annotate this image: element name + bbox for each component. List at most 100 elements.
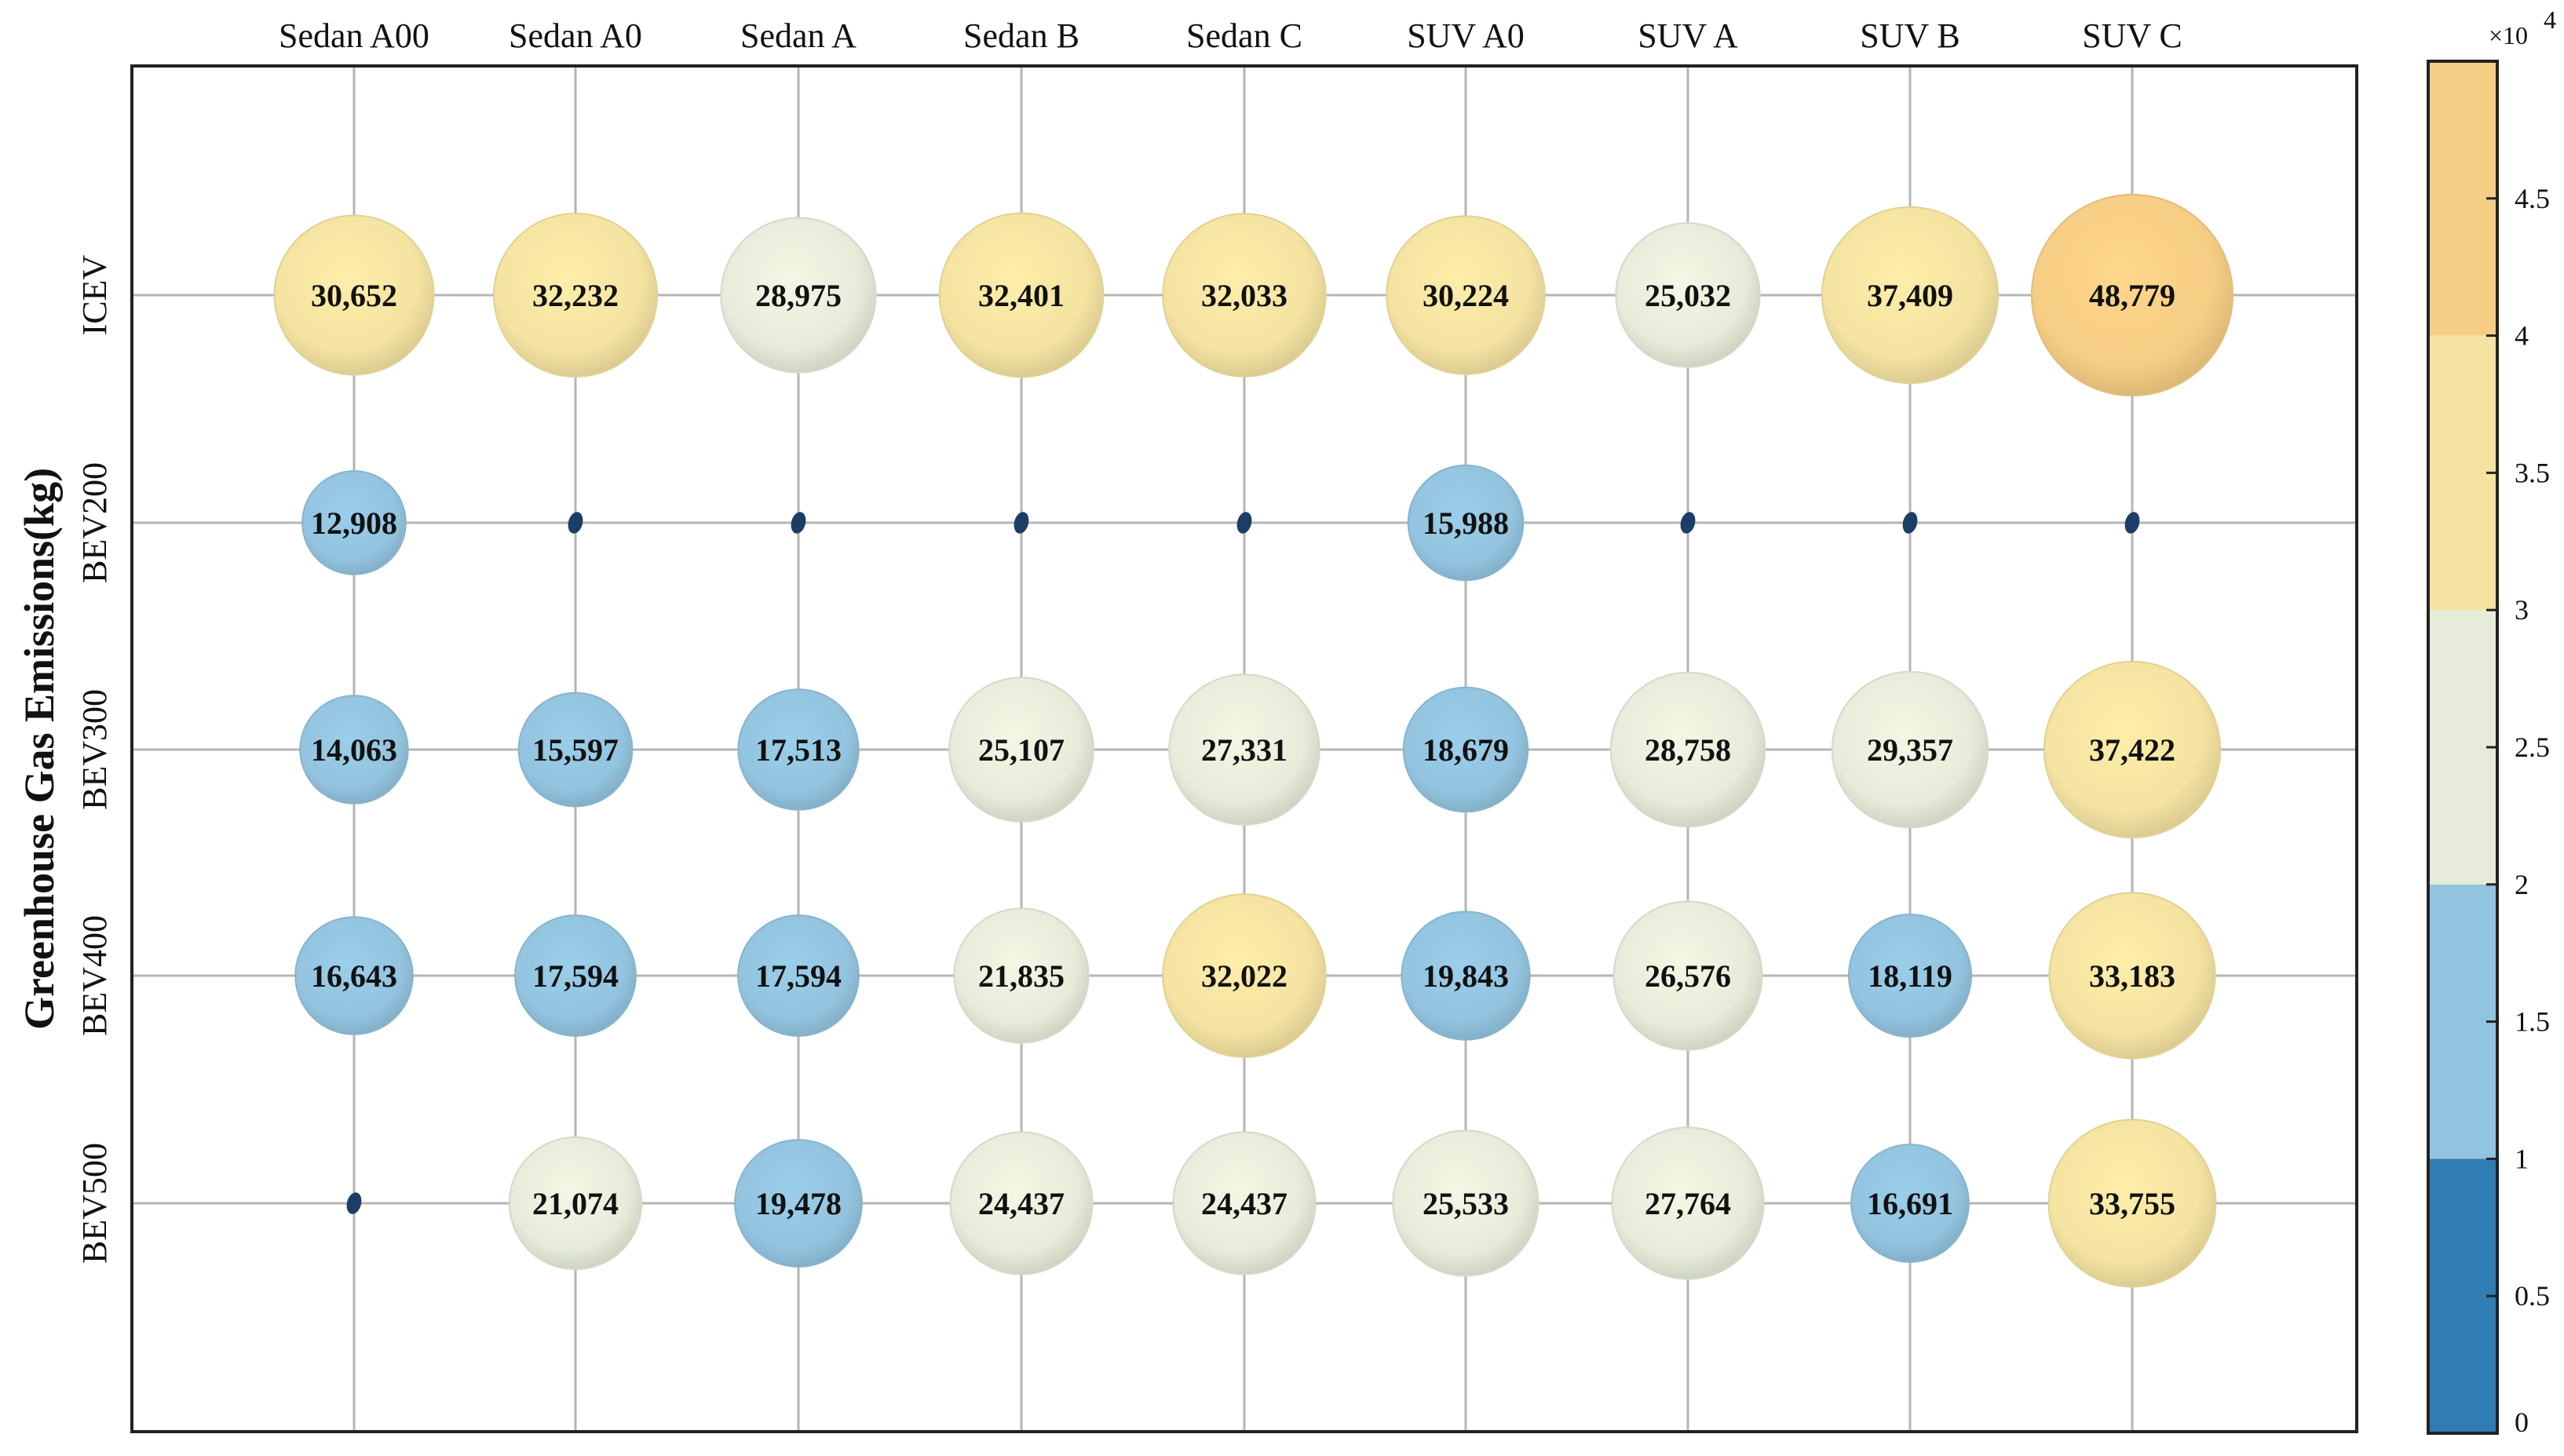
row-label: ICEV (75, 254, 114, 335)
bubble (720, 217, 877, 374)
row-labels: ICEV BEV200 BEV300 BEV400 BEV500 (75, 254, 114, 1264)
bubble-empty (568, 512, 583, 534)
colorbar-tick-label: 3 (2515, 594, 2529, 626)
column-label: Sedan A00 (279, 16, 429, 55)
bubble-value-label: 24,437 (978, 1186, 1065, 1221)
bubble-value-label: 18,679 (1423, 732, 1509, 768)
bubble (1831, 670, 1989, 829)
bubble (1392, 1129, 1539, 1277)
bubble-value-label: 16,691 (1867, 1186, 1953, 1221)
y-axis-label: Greenhouse Gas Emissions(kg) (16, 468, 63, 1030)
bubble (1611, 1126, 1765, 1280)
bubble (2047, 1118, 2217, 1288)
bubble (1407, 464, 1525, 582)
bubble (2048, 892, 2216, 1060)
bubble-value-label: 33,755 (2089, 1186, 2175, 1221)
bubble (508, 1136, 643, 1271)
colorbar-tick-label: 4 (2515, 320, 2529, 352)
bubble-empty (1902, 512, 1918, 534)
bubble-value-label: 37,422 (2089, 732, 2175, 768)
column-label: SUV A (1638, 16, 1738, 55)
colorbar: 0 0.5 1 1.5 2 2.5 3 3.5 4 4.5 ×10 4 (2427, 5, 2556, 1438)
bubble-value-label: 48,779 (2089, 278, 2175, 313)
colorbar-tick-label: 2.5 (2515, 732, 2550, 763)
bubble-value-label: 17,594 (755, 958, 842, 994)
bubble (1162, 213, 1327, 378)
bubble-value-label: 21,835 (978, 958, 1065, 994)
column-label: Sedan A (740, 16, 856, 55)
bubble (1168, 673, 1320, 826)
bubble (299, 695, 409, 805)
bubble (1821, 206, 2000, 385)
bubble-value-label: 12,908 (311, 505, 397, 541)
bubble (294, 916, 414, 1035)
bubble (1847, 913, 1973, 1038)
bubble-value-label: 25,032 (1645, 278, 1731, 313)
bubble (1402, 686, 1529, 813)
bubble-empty (1236, 512, 1252, 534)
colorbar-tick-label: 4.5 (2515, 183, 2550, 214)
bubble-value-label: 33,183 (2089, 958, 2175, 994)
bubble-value-label: 25,107 (978, 732, 1065, 768)
bubble-value-label: 30,652 (311, 278, 397, 313)
bubble-value-label: 16,643 (311, 958, 397, 994)
bubble-empty (1014, 512, 1029, 534)
bubble (1401, 910, 1531, 1041)
bubble (1613, 900, 1763, 1051)
row-label: BEV400 (75, 915, 114, 1036)
bubble (737, 688, 860, 811)
bubble (737, 914, 860, 1037)
bubble (2031, 194, 2233, 396)
column-label: Sedan B (963, 16, 1079, 55)
bubble (1162, 893, 1327, 1058)
colorbar-tick-label: 2 (2515, 869, 2529, 900)
colorbar-band (2428, 61, 2497, 336)
bubble-empty (791, 512, 806, 534)
colorbar-exponent: ×10 (2489, 21, 2528, 49)
bubble (1386, 215, 1546, 375)
bubble-value-label: 27,764 (1645, 1186, 1731, 1221)
colorbar-exponent-power: 4 (2544, 5, 2556, 34)
colorbar-tick-label: 3.5 (2515, 457, 2550, 488)
bubble-value-label: 26,576 (1645, 958, 1731, 994)
bubble-value-label: 19,843 (1423, 958, 1509, 994)
colorbar-band (2428, 884, 2497, 1159)
bubble (517, 692, 634, 808)
column-label: SUV A0 (1407, 16, 1525, 55)
bubble (938, 212, 1105, 378)
bubble (301, 470, 407, 575)
bubble (273, 214, 435, 376)
colorbar-tick-label: 1.5 (2515, 1006, 2550, 1038)
colorbar-tick-label: 1 (2515, 1143, 2529, 1174)
colorbar-tick-label: 0.5 (2515, 1280, 2550, 1312)
bubble-value-label: 29,357 (1867, 732, 1953, 768)
bubble-value-label: 14,063 (311, 732, 397, 768)
colorbar-band (2428, 1159, 2497, 1433)
bubble-value-label: 30,224 (1423, 278, 1509, 313)
bubble-value-label: 32,033 (1201, 278, 1287, 313)
bubble (492, 212, 659, 378)
colorbar-band (2428, 335, 2497, 611)
bubble-value-label: 18,119 (1868, 958, 1952, 994)
row-label: BEV200 (75, 462, 114, 583)
bubble (1609, 671, 1766, 828)
bubble (1850, 1144, 1970, 1263)
plot-frame (130, 64, 2358, 1433)
bubble-value-label: 32,401 (978, 278, 1065, 313)
bubble (1172, 1131, 1317, 1275)
column-labels: Sedan A00 Sedan A0 Sedan A Sedan B Sedan C SU… (279, 16, 2182, 55)
bubbles: 30,652 32,232 28,975 32,401 32,033 30,224 25,0… (273, 194, 2233, 1288)
bubble-value-label: 24,437 (1201, 1186, 1287, 1221)
bubble-value-label: 15,597 (532, 732, 619, 768)
row-label: BEV300 (75, 689, 114, 810)
bubble (953, 907, 1090, 1044)
colorbar-tick-label: 0 (2515, 1407, 2529, 1438)
bubble-value-label: 27,331 (1201, 732, 1287, 768)
column-label: Sedan C (1186, 16, 1302, 55)
bubble-value-label: 17,513 (755, 732, 842, 768)
bubble (514, 914, 637, 1037)
bubble-value-label: 32,022 (1201, 958, 1287, 994)
bubble-value-label: 28,975 (755, 278, 842, 313)
bubble (2043, 660, 2222, 839)
